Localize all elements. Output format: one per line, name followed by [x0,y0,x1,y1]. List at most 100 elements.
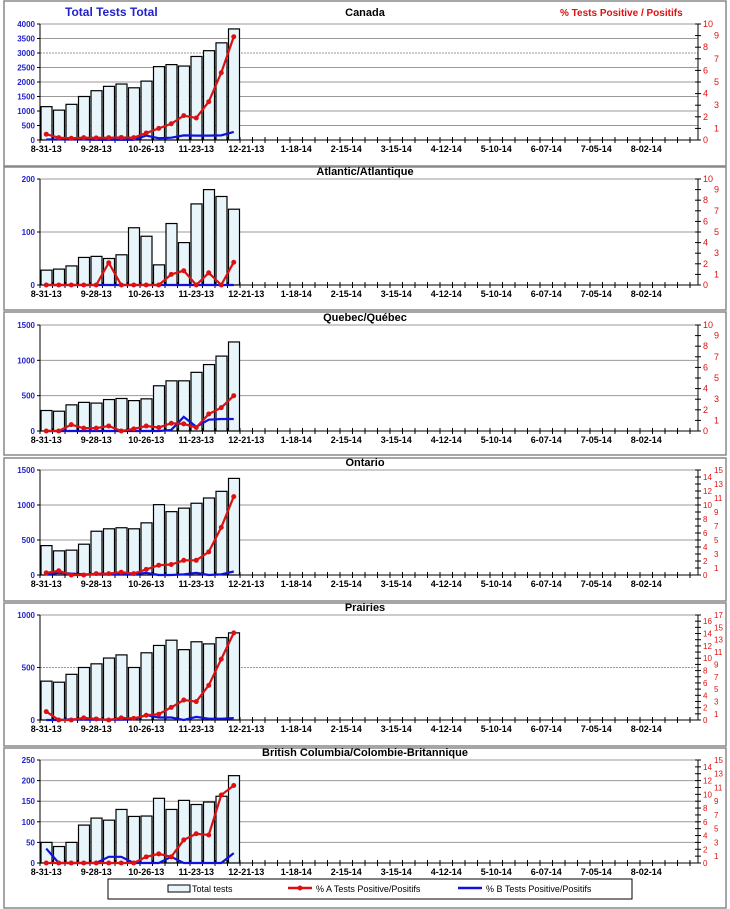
series-a-point [56,282,62,288]
series-a-point [93,282,99,288]
series-a-point [118,428,124,434]
right-tick-label: 0 [703,426,708,436]
bar-total-tests [127,528,141,576]
right-tick-label: 4 [703,89,708,99]
left-axis-title: Total Tests Total [65,5,158,19]
series-a-point [106,717,112,723]
right-tick-label: 12 [703,487,712,496]
bar-total-tests [115,83,128,141]
right-tick-label: 0 [703,716,708,725]
x-tick-label: 10-26-13 [128,435,164,445]
series-a-point [193,425,199,431]
series-a-point [131,571,137,577]
bar-total-tests [77,256,91,286]
x-tick-label: 3-15-14 [381,579,412,589]
series-a-point [181,837,187,843]
right-tick-label: 1 [714,269,719,279]
bar-total-tests [40,409,53,432]
series-a-point [93,425,99,431]
series-a-point [143,566,149,572]
left-tick-label: 2500 [17,64,35,73]
right-tick-label: 10 [703,790,712,799]
right-tick-label: 11 [714,783,723,792]
series-a-point [156,282,162,288]
left-tick-label: 1500 [17,93,35,102]
right-tick-label: 2 [703,259,708,269]
right-tick-label: 2 [703,405,708,415]
series-a-point [56,135,62,141]
series-a-point [68,422,74,428]
right-axis-title: % Tests Positive / Positifs [560,8,683,19]
right-tick-label: 5 [714,77,719,87]
x-tick-label: 8-31-13 [31,435,62,445]
left-tick-label: 0 [31,716,36,725]
right-tick-label: 2 [703,704,708,713]
bar-total-tests [152,385,166,432]
x-tick-label: 8-31-13 [31,144,62,154]
series-a-point [231,259,237,265]
x-tick-label: 1-18-14 [281,289,312,299]
x-tick-label: 6-07-14 [531,144,562,154]
bar-total-tests [190,203,203,286]
bar-total-tests [77,666,91,721]
right-tick-label: 8 [703,195,708,205]
series-a-point [43,428,49,434]
bar-total-tests [115,527,128,576]
x-tick-label: 8-02-14 [631,144,662,154]
series-a-line [46,260,235,287]
series-b-line [46,130,235,141]
left-tick-label: 500 [22,392,36,401]
right-tick-label: 10 [703,19,713,29]
right-tick-label: 10 [703,174,713,184]
series-a-point [118,860,124,866]
series-a-point [43,131,49,137]
x-tick-label: 8-02-14 [631,435,662,445]
series-a-point [156,125,162,131]
series-a-point [193,831,199,837]
left-tick-label: 100 [22,228,36,237]
right-tick-label: 0 [703,280,708,290]
panel-0: Canada0500100015002000250030003500400001… [3,0,727,167]
series-a-point [143,712,149,718]
left-tick-label: 50 [26,838,35,847]
panel-title: Atlantic/Atlantique [316,166,413,178]
bar-total-tests [65,103,78,141]
series-a-point [68,282,74,288]
x-tick-label: 7-05-14 [581,435,612,445]
series-a-line [46,784,235,865]
x-tick-label: 6-07-14 [531,435,562,445]
bar-total-tests [190,641,203,721]
legend-total-label: Total tests [192,884,233,894]
right-tick-label: 9 [714,185,719,195]
series-a-point [206,99,212,105]
left-tick-label: 1500 [17,321,35,330]
bar-total-tests [102,85,116,141]
left-tick-label: 0 [31,281,36,290]
right-tick-label: 11 [714,494,723,503]
right-tick-label: 9 [714,797,719,806]
series-a-point [43,282,49,288]
series-a-point [168,121,174,127]
left-tick-label: 0 [31,859,36,868]
bar-total-tests [90,90,103,141]
x-tick-label: 7-05-14 [581,867,612,877]
x-tick-label: 12-21-13 [228,435,264,445]
series-a-point [218,70,224,76]
bar-total-tests [202,497,216,576]
x-tick-label: 6-07-14 [531,724,562,734]
series-a-point [231,34,237,40]
series-a-point [131,860,137,866]
x-tick-label: 4-12-14 [431,144,462,154]
legend: Total tests % A Tests Positive/Positifs … [107,878,633,900]
right-tick-label: 2 [703,557,708,566]
right-tick-label: 8 [703,341,708,351]
x-tick-label: 5-10-14 [481,867,512,877]
x-tick-label: 9-28-13 [81,144,112,154]
x-tick-label: 10-26-13 [128,289,164,299]
series-a-point [156,425,162,431]
right-tick-label: 10 [703,654,712,663]
x-tick-label: 2-15-14 [331,867,362,877]
x-tick-label: 7-05-14 [581,724,612,734]
x-tick-label: 8-31-13 [31,289,62,299]
